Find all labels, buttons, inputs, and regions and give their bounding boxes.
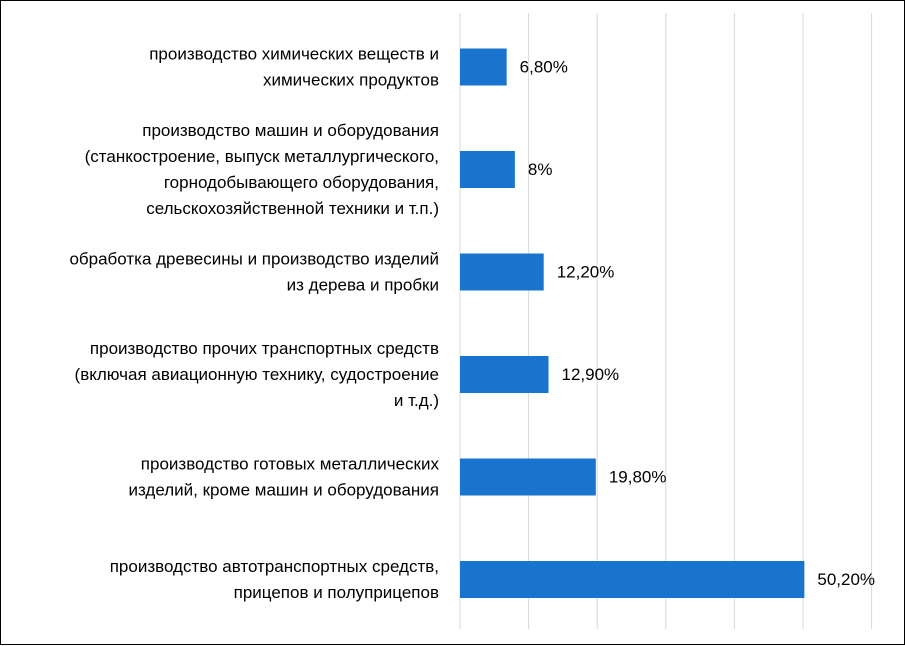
value-label: 8% xyxy=(528,160,553,179)
bar xyxy=(460,151,515,188)
category-label-line: производство химических веществ и xyxy=(149,45,439,64)
bar xyxy=(460,356,549,393)
category-label-line: производство прочих транспортных средств xyxy=(90,339,439,358)
category-label-line: (станкостроение, выпуск металлургическог… xyxy=(85,147,439,166)
category-label-line: обработка древесины и производство издел… xyxy=(69,250,439,269)
category-label-line: (включая авиационную технику, судостроен… xyxy=(75,365,439,384)
value-label: 19,80% xyxy=(609,468,667,487)
category-label: производство химических веществ и химичес… xyxy=(149,45,439,90)
bar xyxy=(460,458,596,496)
bar xyxy=(460,561,805,598)
bar xyxy=(460,253,544,291)
value-labels: 6,80% 8% 12,20% 12,90% 19,80% 50,20% xyxy=(520,58,875,590)
category-label-line: химических продуктов xyxy=(263,71,439,90)
gridlines xyxy=(459,13,873,629)
category-label-line: и т.д.) xyxy=(394,391,439,410)
value-label: 12,20% xyxy=(557,263,615,282)
category-label-line: из дерева и пробки xyxy=(287,276,439,295)
category-label-line: производство готовых металлических xyxy=(141,455,440,474)
category-labels: производство химических веществ и химичес… xyxy=(69,45,439,603)
category-label: обработка древесины и производство издел… xyxy=(69,250,439,295)
category-label-line: прицепов и полуприцепов xyxy=(234,583,439,602)
value-label: 50,20% xyxy=(817,570,875,589)
value-label: 6,80% xyxy=(520,58,568,77)
category-label-line: горнодобывающего оборудования, xyxy=(164,173,439,192)
category-label: производство машин и оборудования (станко… xyxy=(85,121,439,218)
category-label-line: производство машин и оборудования xyxy=(142,121,439,140)
category-label: производство автотранспортных средств, пр… xyxy=(110,557,439,602)
category-label-line: сельскохозяйственной техники и т.п.) xyxy=(146,199,439,218)
category-label-line: изделий, кроме машин и оборудования xyxy=(128,481,439,500)
bars xyxy=(460,48,805,598)
category-label: производство прочих транспортных средств… xyxy=(75,339,439,410)
category-label-line: производство автотранспортных средств, xyxy=(110,557,439,576)
category-label: производство готовых металлических издели… xyxy=(128,455,439,500)
value-label: 12,90% xyxy=(561,365,619,384)
bar xyxy=(460,48,507,86)
